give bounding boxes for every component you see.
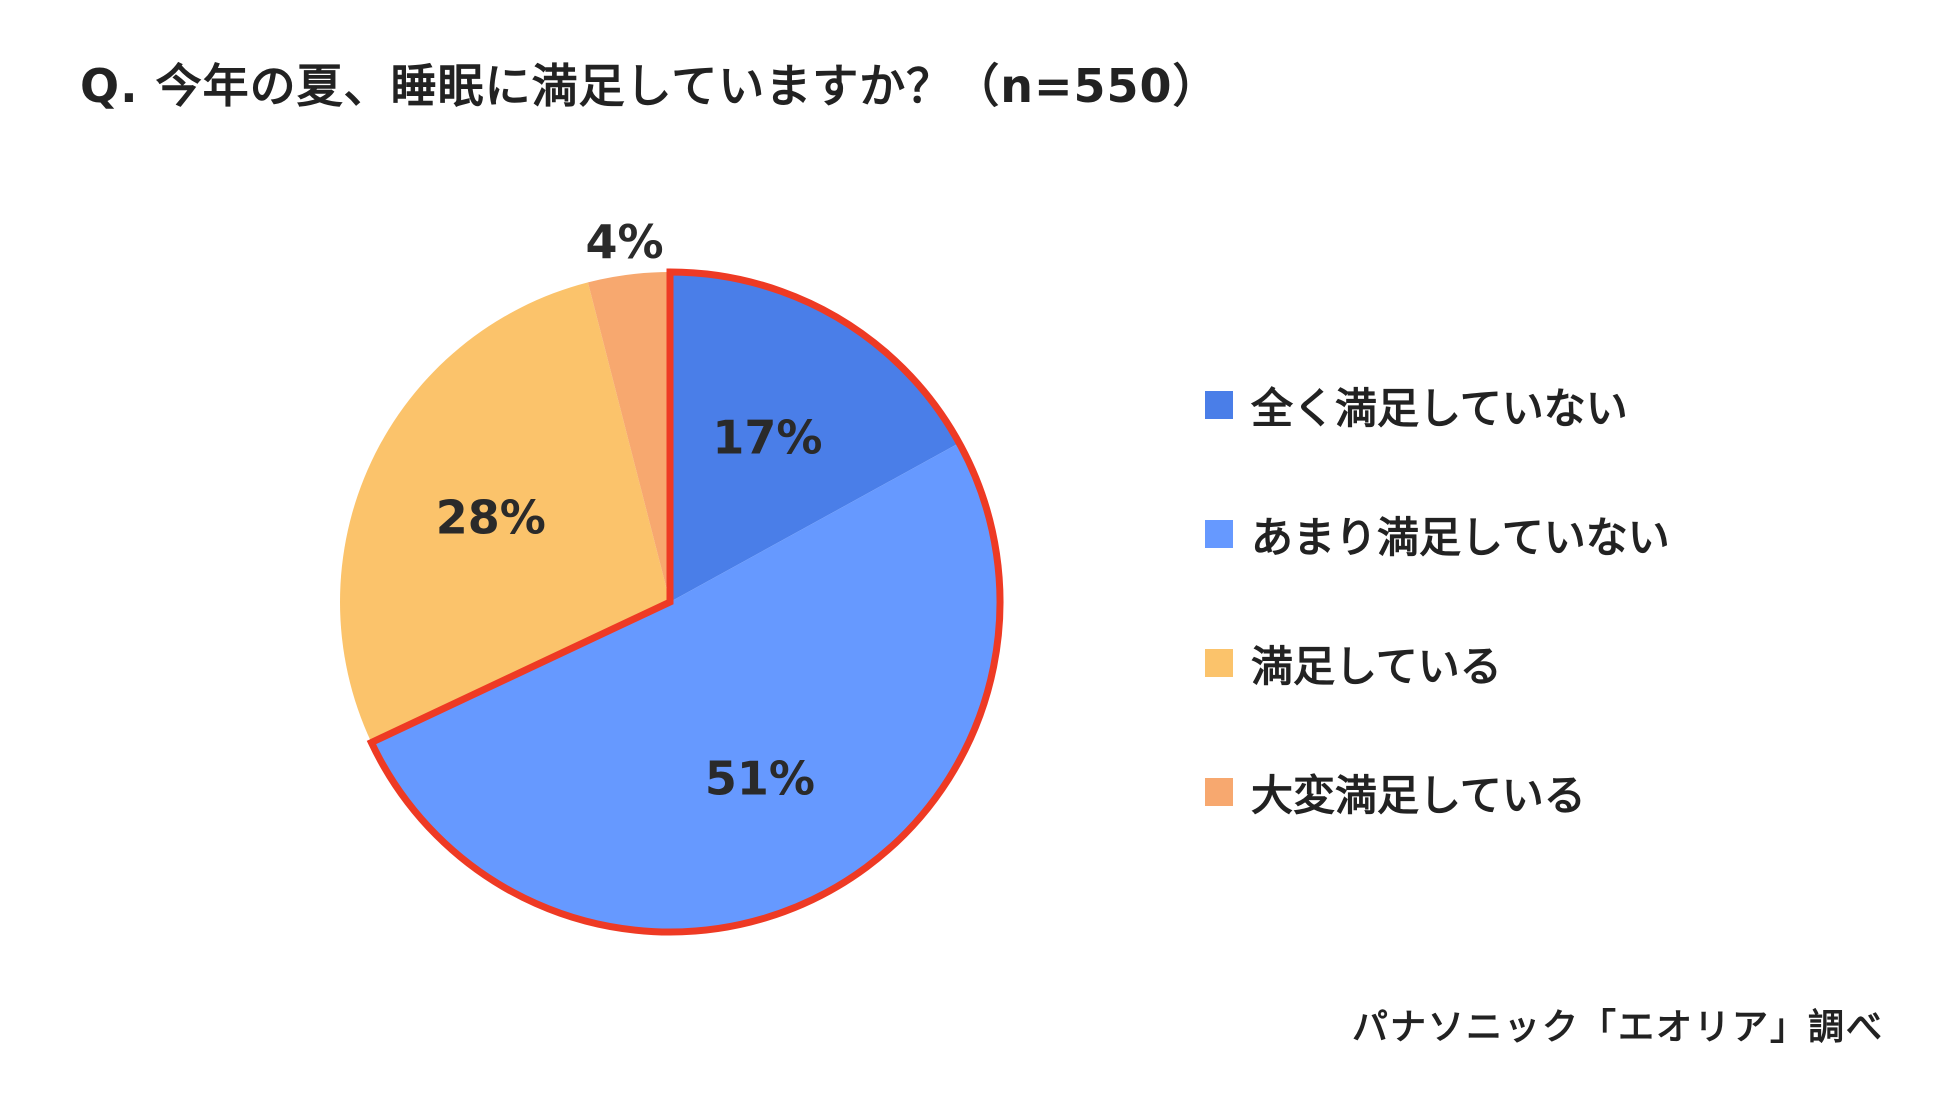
pie-slice-2 [371, 443, 1001, 933]
legend-swatch [1205, 649, 1233, 677]
legend-label: 満足している [1251, 641, 1502, 691]
legend-item-2: あまり満足していない [1205, 505, 1670, 563]
legend-label: 大変満足している [1251, 770, 1586, 820]
pie-data-labels: 17% 51% 28% 4% [436, 215, 823, 806]
source-note: パナソニック「エオリア」調べ [1351, 1007, 1884, 1048]
pie-slices [340, 272, 1001, 933]
data-label-slice-2: 51% [705, 751, 815, 805]
highlight-outline [366, 268, 1004, 936]
legend-swatch [1205, 778, 1233, 806]
legend-label: あまり満足していない [1251, 512, 1670, 562]
legend-item-1: 全く満足していない [1205, 376, 1670, 434]
data-label-slice-4: 4% [585, 215, 663, 269]
chart-title: Q. 今年の夏、睡眠に満足していますか？（n=550） [80, 59, 1220, 113]
highlight-outline-path [366, 268, 1004, 936]
legend-swatch [1205, 520, 1233, 548]
data-label-slice-3: 28% [436, 491, 546, 545]
legend: 全く満足していない あまり満足していない 満足している大変満足している [1205, 376, 1670, 892]
legend-label: 全く満足していない [1251, 383, 1628, 433]
legend-swatch [1205, 391, 1233, 419]
pie-slice-3 [340, 282, 670, 743]
pie-slice-4 [587, 272, 670, 602]
legend-item-4: 大変満足している [1205, 763, 1670, 821]
legend-item-3: 満足している [1205, 634, 1670, 692]
data-label-slice-1: 17% [712, 410, 822, 464]
